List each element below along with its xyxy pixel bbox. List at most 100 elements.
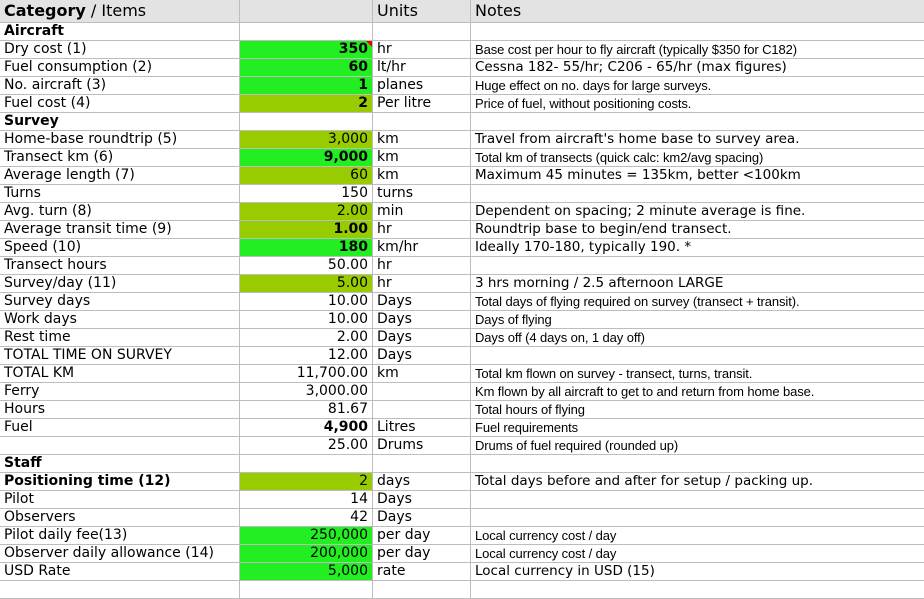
cell-unit[interactable] [373, 581, 471, 599]
cell-unit[interactable] [373, 113, 471, 131]
cell-unit[interactable]: Days [373, 347, 471, 365]
cell-unit[interactable]: Drums [373, 437, 471, 455]
cell-value[interactable]: 2 [240, 95, 373, 113]
cell-unit[interactable]: hr [373, 275, 471, 293]
cell-value[interactable]: 10.00 [240, 311, 373, 329]
cell-category[interactable]: Avg. turn (8) [0, 203, 240, 221]
cell-note[interactable] [471, 491, 924, 509]
cell-category[interactable] [0, 581, 240, 599]
cell-note[interactable]: Drums of fuel required (rounded up) [471, 437, 924, 455]
cell-note[interactable]: Roundtrip base to begin/end transect. [471, 221, 924, 239]
cell-value[interactable]: 250,000 [240, 527, 373, 545]
cell-category[interactable] [0, 437, 240, 455]
cell-note[interactable]: Total days before and after for setup / … [471, 473, 924, 491]
cell-value[interactable] [240, 23, 373, 41]
cell-note[interactable]: Ideally 170-180, typically 190. * [471, 239, 924, 257]
cell-note[interactable]: Cessna 182- 55/hr; C206 - 65/hr (max fig… [471, 59, 924, 77]
cell-category[interactable]: No. aircraft (3) [0, 77, 240, 95]
header-units[interactable]: Units [373, 0, 471, 23]
cell-note[interactable]: Price of fuel, without positioning costs… [471, 95, 924, 113]
cell-value[interactable]: 3,000.00 [240, 383, 373, 401]
cell-note[interactable]: Base cost per hour to fly aircraft (typi… [471, 41, 924, 59]
cell-value[interactable]: 25.00 [240, 437, 373, 455]
cell-unit[interactable]: km [373, 131, 471, 149]
cell-unit[interactable] [373, 455, 471, 473]
cell-note[interactable]: Total km of transects (quick calc: km2/a… [471, 149, 924, 167]
cell-unit[interactable]: Days [373, 509, 471, 527]
cell-category[interactable]: Survey days [0, 293, 240, 311]
cell-note[interactable] [471, 113, 924, 131]
cell-category[interactable]: TOTAL KM [0, 365, 240, 383]
cell-category[interactable]: Positioning time (12) [0, 473, 240, 491]
cell-unit[interactable]: days [373, 473, 471, 491]
cell-value[interactable]: 3,000 [240, 131, 373, 149]
cell-unit[interactable]: Days [373, 491, 471, 509]
cell-category[interactable]: Staff [0, 455, 240, 473]
cell-value[interactable] [240, 113, 373, 131]
cell-category[interactable]: Speed (10) [0, 239, 240, 257]
cell-category[interactable]: Transect hours [0, 257, 240, 275]
cell-note[interactable]: Km flown by all aircraft to get to and r… [471, 383, 924, 401]
cell-value[interactable]: 200,000 [240, 545, 373, 563]
cell-unit[interactable]: per day [373, 545, 471, 563]
cell-note[interactable]: Local currency cost / day [471, 545, 924, 563]
cell-category[interactable]: Survey/day (11) [0, 275, 240, 293]
cell-note[interactable]: Local currency in USD (15) [471, 563, 924, 581]
cell-unit[interactable]: km [373, 167, 471, 185]
cell-note[interactable]: Huge effect on no. days for large survey… [471, 77, 924, 95]
cell-value[interactable]: 11,700.00 [240, 365, 373, 383]
cell-note[interactable]: Total km flown on survey - transect, tur… [471, 365, 924, 383]
cell-unit[interactable]: Days [373, 329, 471, 347]
cell-value[interactable]: 81.67 [240, 401, 373, 419]
cell-note[interactable]: Fuel requirements [471, 419, 924, 437]
cell-category[interactable]: Work days [0, 311, 240, 329]
cell-note[interactable]: Maximum 45 minutes = 135km, better <100k… [471, 167, 924, 185]
cell-unit[interactable]: hr [373, 257, 471, 275]
cell-category[interactable]: Observer daily allowance (14) [0, 545, 240, 563]
cell-value[interactable]: 1 [240, 77, 373, 95]
cell-note[interactable]: 3 hrs morning / 2.5 afternoon LARGE [471, 275, 924, 293]
cell-value[interactable] [240, 455, 373, 473]
cell-value[interactable]: 350 [240, 41, 373, 59]
cell-unit[interactable]: hr [373, 41, 471, 59]
cell-category[interactable]: Survey [0, 113, 240, 131]
cell-value[interactable]: 2.00 [240, 203, 373, 221]
cell-value[interactable]: 5.00 [240, 275, 373, 293]
cell-value[interactable]: 12.00 [240, 347, 373, 365]
cell-value[interactable]: 1.00 [240, 221, 373, 239]
cell-note[interactable] [471, 23, 924, 41]
cell-value[interactable]: 42 [240, 509, 373, 527]
cell-unit[interactable]: km [373, 365, 471, 383]
cell-unit[interactable]: Per litre [373, 95, 471, 113]
cell-unit[interactable]: turns [373, 185, 471, 203]
cell-note[interactable]: Total days of flying required on survey … [471, 293, 924, 311]
cell-category[interactable]: Average transit time (9) [0, 221, 240, 239]
cell-note[interactable]: Travel from aircraft's home base to surv… [471, 131, 924, 149]
cell-category[interactable]: Aircraft [0, 23, 240, 41]
cell-value[interactable]: 4,900 [240, 419, 373, 437]
cell-note[interactable]: Days off (4 days on, 1 day off) [471, 329, 924, 347]
cell-note[interactable]: Local currency cost / day [471, 527, 924, 545]
cell-note[interactable] [471, 185, 924, 203]
cell-unit[interactable]: km [373, 149, 471, 167]
cell-unit[interactable]: per day [373, 527, 471, 545]
header-notes[interactable]: Notes [471, 0, 924, 23]
cell-category[interactable]: Home-base roundtrip (5) [0, 131, 240, 149]
cell-value[interactable]: 2 [240, 473, 373, 491]
cell-unit[interactable]: km/hr [373, 239, 471, 257]
cell-unit[interactable]: planes [373, 77, 471, 95]
cell-category[interactable]: Fuel cost (4) [0, 95, 240, 113]
cell-value[interactable]: 150 [240, 185, 373, 203]
cell-value[interactable]: 50.00 [240, 257, 373, 275]
cell-category[interactable]: Observers [0, 509, 240, 527]
cell-value[interactable]: 5,000 [240, 563, 373, 581]
cell-note[interactable] [471, 509, 924, 527]
cell-category[interactable]: Pilot daily fee(13) [0, 527, 240, 545]
cell-category[interactable]: Dry cost (1) [0, 41, 240, 59]
cell-unit[interactable]: rate [373, 563, 471, 581]
cell-value[interactable]: 10.00 [240, 293, 373, 311]
cell-category[interactable]: Hours [0, 401, 240, 419]
cell-note[interactable]: Dependent on spacing; 2 minute average i… [471, 203, 924, 221]
cell-unit[interactable]: Days [373, 293, 471, 311]
cell-note[interactable]: Total hours of flying [471, 401, 924, 419]
